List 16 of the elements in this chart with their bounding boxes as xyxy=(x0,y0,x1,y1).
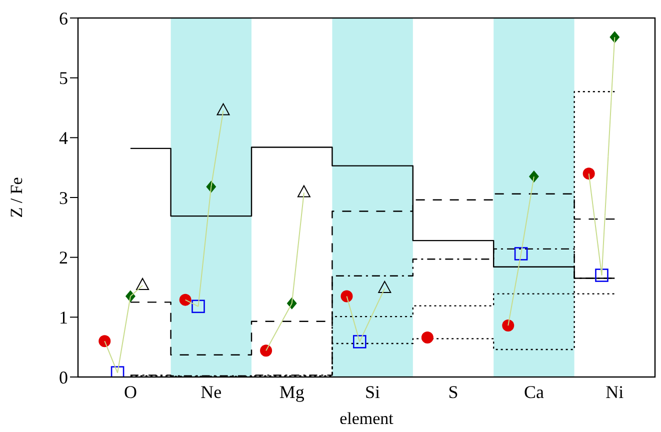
y-tick-label: 1 xyxy=(59,308,68,328)
y-tick-label: 6 xyxy=(59,8,68,28)
y-tick-label: 0 xyxy=(59,367,68,388)
x-tick-label: Ne xyxy=(200,382,222,402)
y-tick-label: 3 xyxy=(59,188,68,208)
y-tick-label: 4 xyxy=(59,128,68,148)
x-axis-title: element xyxy=(340,409,394,428)
x-tick-label: Si xyxy=(365,382,380,402)
x-tick-label: O xyxy=(124,382,137,402)
y-axis-title: Z / Fe xyxy=(7,177,26,218)
x-tick-label: Mg xyxy=(279,382,304,402)
x-tick-label: Ni xyxy=(606,382,624,402)
y-tick-label: 5 xyxy=(59,68,68,88)
y-tick-label: 2 xyxy=(59,248,68,268)
x-tick-label: S xyxy=(448,382,458,402)
x-tick-label: Ca xyxy=(524,382,544,402)
